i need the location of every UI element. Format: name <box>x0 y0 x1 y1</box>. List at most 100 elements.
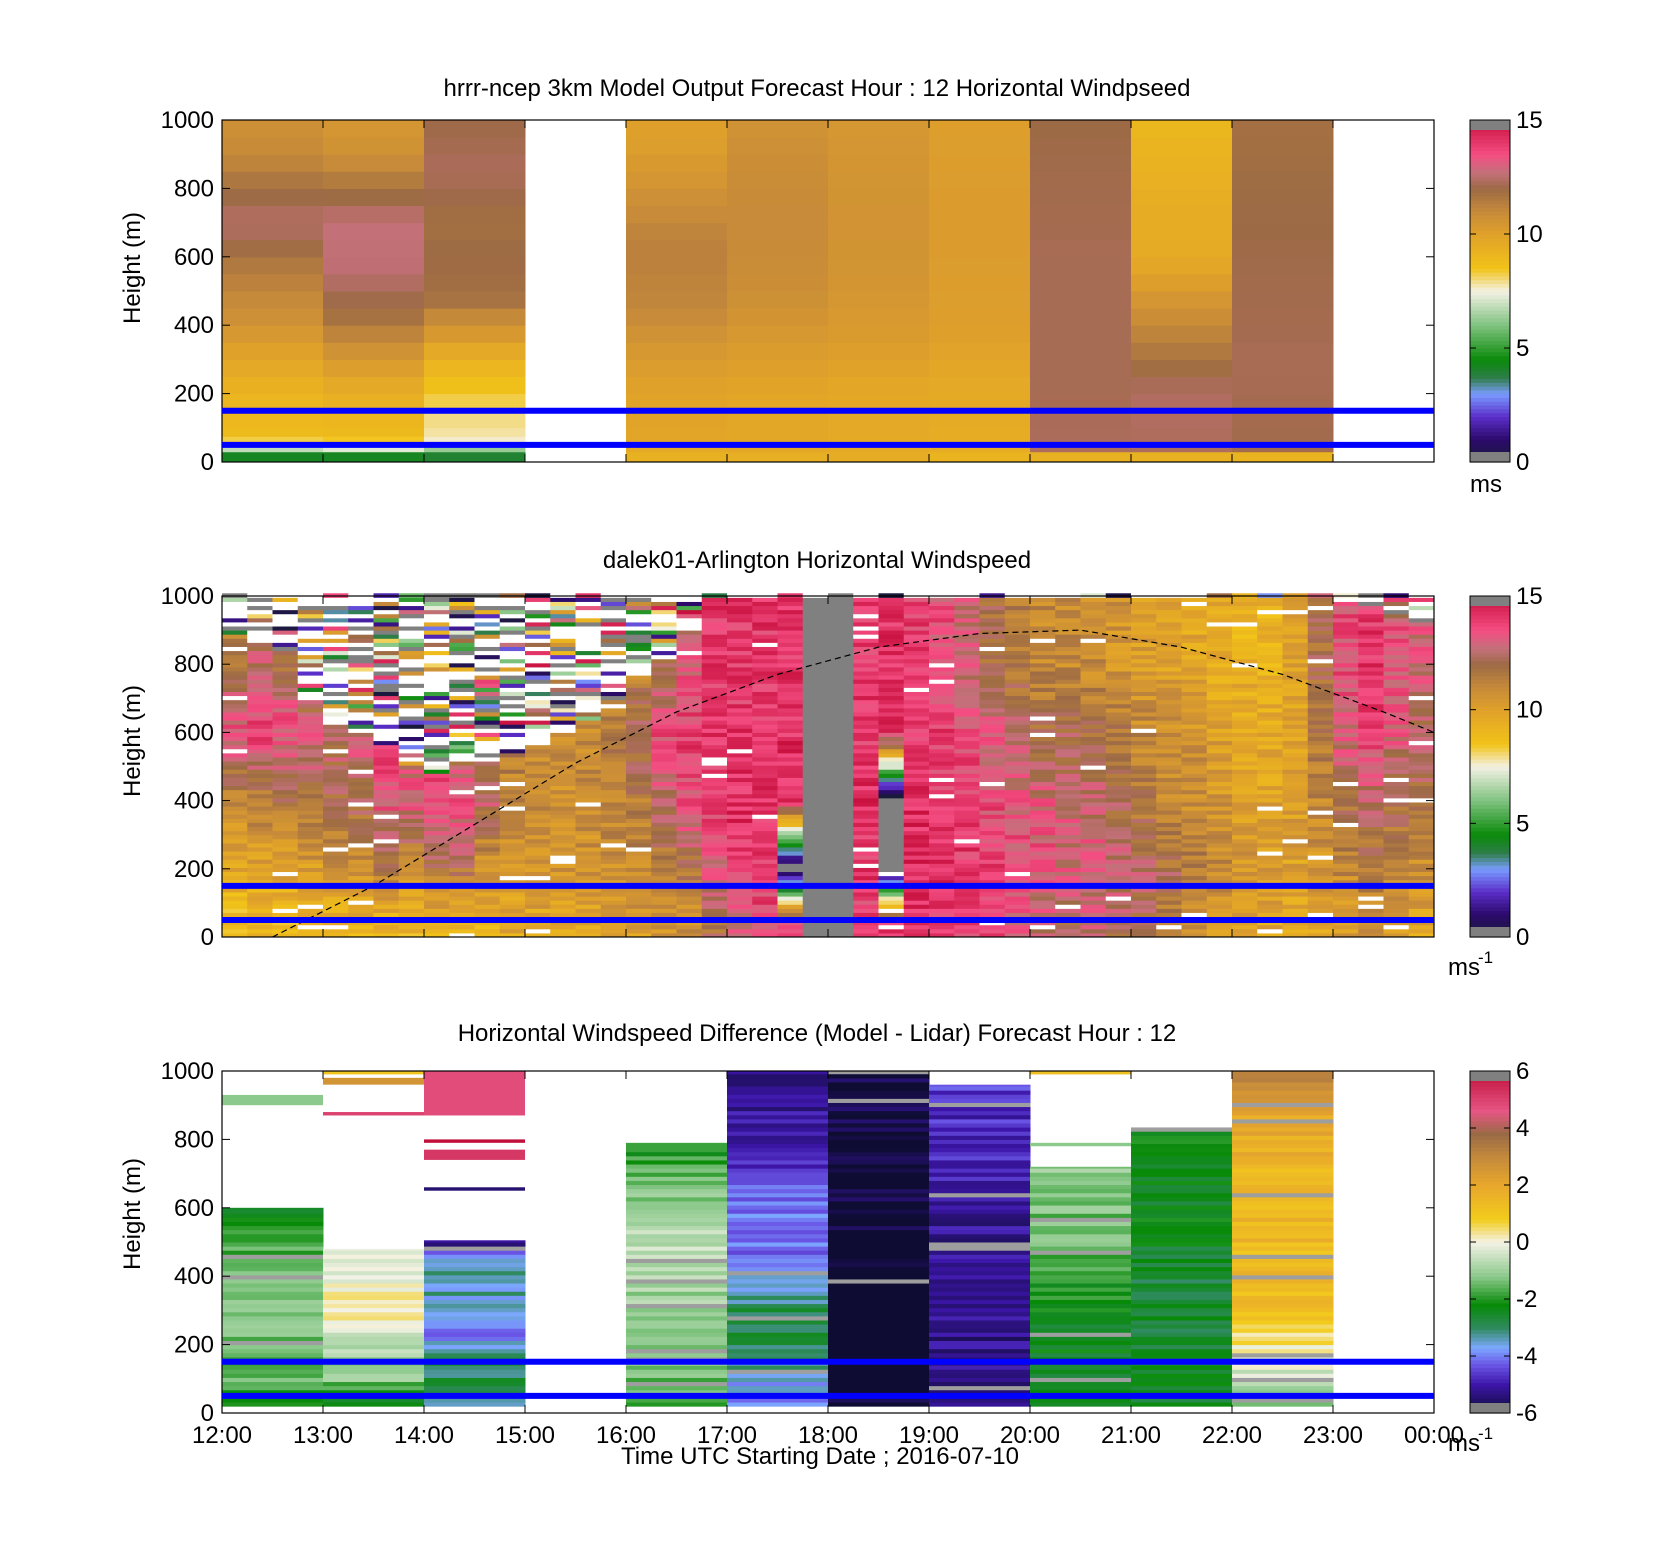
heatmap-cell <box>1408 605 1435 611</box>
heatmap-cell <box>878 785 905 791</box>
heatmap-cell <box>424 838 450 844</box>
heatmap-cell <box>600 810 627 815</box>
heatmap-cell <box>727 393 829 412</box>
heatmap-cell <box>1307 732 1334 737</box>
heatmap-cell <box>297 891 324 897</box>
heatmap-cell <box>474 855 501 860</box>
heatmap-cell <box>878 859 905 864</box>
heatmap-cell <box>1131 932 1157 938</box>
heatmap-cell <box>474 630 501 635</box>
heatmap-cell <box>1307 773 1334 778</box>
colorbar-swatch <box>1470 747 1510 752</box>
heatmap-cell <box>348 797 374 803</box>
heatmap-cell <box>323 1311 425 1317</box>
heatmap-cell <box>626 1250 728 1255</box>
heatmap-cell <box>373 834 400 840</box>
heatmap-cell <box>525 846 551 852</box>
heatmap-cell <box>1030 900 1056 905</box>
heatmap-cell <box>222 732 248 737</box>
heatmap-cell <box>424 736 450 742</box>
heatmap-cell <box>1131 325 1233 343</box>
heatmap-cell <box>1131 683 1157 688</box>
heatmap-cell <box>1358 797 1384 803</box>
heatmap-cell <box>1307 855 1334 860</box>
heatmap-cell <box>1358 896 1384 901</box>
heatmap-cell <box>626 1266 728 1272</box>
heatmap-cell <box>297 666 324 672</box>
heatmap-cell <box>1282 887 1309 893</box>
heatmap-cell <box>424 662 450 668</box>
heatmap-cell <box>929 740 955 746</box>
heatmap-cell <box>727 1303 829 1309</box>
heatmap-cell <box>701 826 728 832</box>
colorbar-swatch <box>1470 180 1510 186</box>
colorbar-swatch <box>1470 275 1510 281</box>
heatmap-cell <box>701 801 728 807</box>
heatmap-cell <box>474 875 501 881</box>
heatmap-cell <box>828 1246 930 1251</box>
heatmap-cell <box>777 797 804 803</box>
heatmap-cell <box>398 626 425 631</box>
heatmap-cell <box>1408 781 1435 787</box>
heatmap-cell <box>550 695 576 701</box>
heatmap-cell <box>550 699 576 705</box>
heatmap-cell <box>1333 912 1359 918</box>
heatmap-cell <box>1105 671 1132 676</box>
heatmap-cell <box>1004 797 1031 803</box>
heatmap-cell <box>348 642 374 647</box>
heatmap-cell <box>575 822 602 828</box>
heatmap-cell <box>828 638 854 643</box>
heatmap-cell <box>525 634 551 639</box>
heatmap-cell <box>929 1377 1031 1383</box>
heatmap-cell <box>1105 818 1132 823</box>
heatmap-cell <box>323 239 425 258</box>
heatmap-cell <box>1383 671 1410 676</box>
heatmap-cell <box>828 1299 930 1305</box>
heatmap-cell <box>777 851 804 856</box>
heatmap-cell <box>1408 912 1435 918</box>
heatmap-cell <box>727 410 829 429</box>
heatmap-cell <box>1333 752 1359 758</box>
heatmap-cell <box>1232 887 1258 893</box>
heatmap-cell <box>1156 806 1182 811</box>
heatmap-cell <box>1131 617 1157 623</box>
heatmap-cell <box>777 806 804 811</box>
heatmap-cell <box>878 650 905 656</box>
heatmap-cell <box>626 707 652 713</box>
heatmap-cell <box>929 359 1031 377</box>
heatmap-cell <box>1232 273 1334 292</box>
heatmap-cell <box>600 928 627 934</box>
heatmap-cell <box>247 679 273 684</box>
heatmap-cell <box>651 646 677 652</box>
heatmap-cell <box>828 691 854 697</box>
heatmap-cell <box>1055 912 1081 918</box>
heatmap-cell <box>575 863 602 868</box>
heatmap-cell <box>979 834 1006 840</box>
heatmap-cell <box>1257 826 1283 832</box>
heatmap-cell <box>727 1250 829 1255</box>
heatmap-cell <box>474 797 501 803</box>
heatmap-cell <box>828 720 854 725</box>
colorbar-swatch <box>1470 675 1510 680</box>
heatmap-cell <box>1131 810 1157 815</box>
heatmap-cell <box>1307 748 1334 754</box>
colorbar-swatch <box>1470 279 1510 284</box>
heatmap-cell <box>272 752 299 758</box>
panel-lidar-ylabel: Height (m) <box>119 685 146 797</box>
heatmap-cell <box>525 891 551 897</box>
heatmap-cell <box>1383 650 1410 656</box>
heatmap-cell <box>398 609 425 615</box>
heatmap-cell <box>701 932 728 938</box>
heatmap-cell <box>1206 720 1233 725</box>
heatmap-cell <box>1408 826 1435 832</box>
heatmap-cell <box>222 630 248 635</box>
heatmap-cell <box>297 671 324 676</box>
heatmap-cell <box>525 711 551 717</box>
heatmap-cell <box>373 797 400 803</box>
heatmap-cell <box>727 1139 829 1145</box>
heatmap-cell <box>1004 773 1031 778</box>
heatmap-cell <box>1307 761 1334 766</box>
heatmap-cell <box>878 781 905 787</box>
colorbar-unit: ms <box>1448 954 1480 981</box>
heatmap-cell <box>222 626 248 631</box>
